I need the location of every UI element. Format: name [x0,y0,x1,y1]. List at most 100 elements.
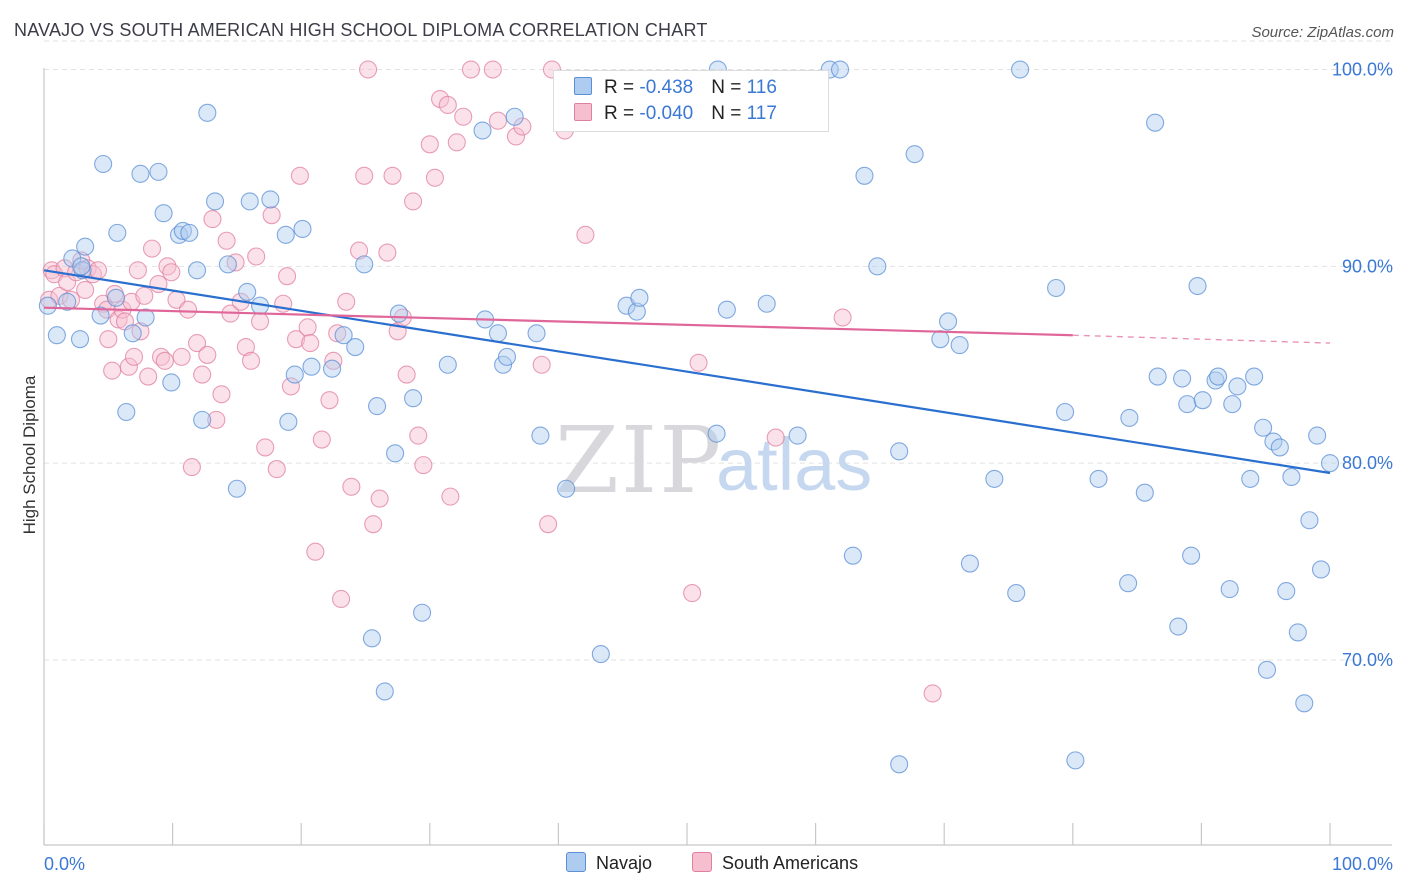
navajo-point [1241,469,1260,488]
south-americans-point [278,267,297,286]
south-americans-point [281,377,300,396]
navajo-point [905,145,924,164]
south-americans-point [425,168,444,187]
y-axis-label: High School Diploma [20,375,39,535]
navajo-point [717,300,736,319]
navajo-point [1173,369,1192,388]
legend-r-value: -0.040 [639,103,694,124]
navajo-point [1135,483,1154,502]
navajo-point [1178,395,1197,414]
south-americans-point [923,684,942,703]
navajo-point [193,410,212,429]
south-americans-point [131,322,150,341]
navajo-point [1120,408,1139,427]
south-americans-point [576,225,595,244]
navajo-point [58,292,77,311]
navajo-point [198,103,217,122]
south-americans-point [506,127,526,146]
navajo-point [531,426,550,445]
navajo-point [527,324,546,343]
navajo-point [1270,438,1289,457]
south-americans-point [88,261,108,280]
watermark: ZIP atlas [555,407,872,514]
navajo-point [279,412,298,431]
navajo-point [890,442,909,461]
south-americans-point [207,410,226,429]
navajo-point [627,302,646,321]
navajo-legend-swatch [566,852,586,872]
south-americans-point [833,308,852,327]
south-americans-point [420,135,439,154]
navajo-point [180,223,199,242]
legend-r-label: R = [604,103,640,124]
south-americans-point [182,458,201,477]
south-americans-point [241,351,261,370]
south-americans-point [124,347,144,366]
navajo-point [438,355,457,374]
navajo-point [362,629,381,648]
south-americans-point [447,133,466,152]
navajo-point [173,221,192,240]
navajo-point [939,312,958,331]
navajo-point [855,166,874,185]
south-americans-point [135,286,154,305]
south-americans-point [306,542,325,561]
south-americans-point [359,60,378,79]
south-americans-point [298,318,317,337]
y-tick-label: 90.0% [1342,256,1393,276]
legend-n-label: N = [711,77,747,98]
south-americans-point [226,253,245,272]
south-americans-swatch [574,103,592,121]
navajo-point [1295,694,1314,713]
navajo-point [505,107,524,126]
navajo-point [1011,60,1030,79]
navajo-point [238,282,257,301]
legend-n-label: N = [711,103,747,124]
south-americans-point [178,300,198,319]
south-americans-point [139,367,158,386]
south-americans-point [414,456,433,475]
navajo-point [843,546,862,565]
navajo-point [355,255,374,274]
navajo-point [1308,426,1327,445]
south-americans-trend-line [43,306,1073,337]
navajo-point [1223,395,1242,414]
south-americans-point [337,292,356,311]
bottom-legend-south-americans: South Americans [692,852,858,874]
navajo-point [70,330,90,349]
navajo-point [1146,113,1165,132]
navajo-point [261,190,280,209]
south-americans-point [320,391,339,410]
legend-r-value: -0.438 [639,77,694,98]
navajo-point [293,219,312,238]
navajo-point [404,389,423,408]
south-americans-point [128,261,147,280]
y-tick-label: 70.0% [1342,650,1393,670]
south-americans-point [328,324,347,343]
south-americans-point [689,353,708,372]
navajo-point [488,324,508,343]
south-americans-point [203,210,222,229]
navajo-point [868,257,887,276]
navajo-point [91,306,110,325]
navajo-point [931,330,950,349]
south-americans-point [350,241,369,260]
south-americans-point [198,345,217,364]
south-americans-point [76,280,95,300]
bottom-legend-navajo: Navajo [566,852,652,874]
navajo-point [1220,580,1239,599]
navajo-point [1228,377,1247,396]
series-navajo-points [38,60,1340,774]
south-americans-point [383,166,402,185]
navajo-point [302,357,321,376]
navajo-point [123,324,142,343]
navajo-point [285,365,304,384]
south-americans-point [99,330,118,349]
navajo-point [788,426,807,445]
navajo-legend-label: Navajo [596,853,653,873]
navajo-point [1257,660,1277,679]
navajo-point [497,347,517,366]
x-tick-label-min: 0.0% [44,854,85,874]
navajo-point [1007,584,1026,603]
navajo-point [368,397,387,416]
